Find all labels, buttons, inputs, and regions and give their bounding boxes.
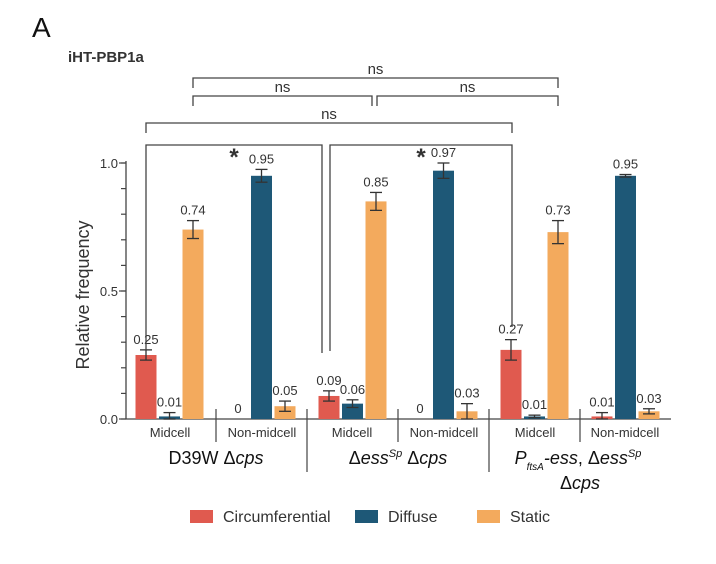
data-label: 0.03 xyxy=(454,386,479,401)
category-label: Midcell xyxy=(150,425,191,440)
legend-swatch-static xyxy=(477,510,500,523)
label-fragment: cps xyxy=(572,473,600,493)
label-fragment: Δ xyxy=(223,448,235,468)
sig-bracket-g1-g2-static xyxy=(192,95,373,106)
label-fragment: Δ xyxy=(349,448,361,468)
category-label: Non-midcell xyxy=(228,425,297,440)
bar-diffuse xyxy=(615,175,636,419)
chart-title: iHT-PBP1a xyxy=(68,49,144,66)
label-fragment: Sp xyxy=(628,448,641,460)
data-label: 0.05 xyxy=(272,383,297,398)
strain-label-pftsa-line2: Δcps xyxy=(560,473,600,493)
legend-label-static: Static xyxy=(510,509,550,526)
strain-label-pftsa-line1: PftsA-ess, ΔessSp xyxy=(515,448,642,473)
sig-bracket-g2-g3-static-label: ns xyxy=(460,79,476,96)
legend-label-diffuse: Diffuse xyxy=(388,509,438,526)
bar-diffuse xyxy=(251,175,272,419)
label-fragment: Sp xyxy=(389,448,402,460)
data-label: 0.01 xyxy=(522,397,547,412)
panel-letter: A xyxy=(32,12,51,43)
data-label: 0.06 xyxy=(340,382,365,397)
label-fragment: Δ xyxy=(560,473,572,493)
bar-static xyxy=(547,232,569,419)
y-axis-label: Relative frequency xyxy=(73,220,93,369)
label-fragment: , Δ xyxy=(578,448,600,468)
bar-circumferential xyxy=(500,349,522,419)
bar-static xyxy=(182,229,204,419)
strain-label-delta-ess: ΔessSp Δcps xyxy=(349,448,448,468)
y-tick-label: 0.0 xyxy=(100,412,118,427)
legend-swatch-diffuse xyxy=(355,510,378,523)
label-fragment: cps xyxy=(236,448,264,468)
category-label: Midcell xyxy=(332,425,373,440)
label-fragment: ess xyxy=(361,448,389,468)
category-label: Midcell xyxy=(515,425,556,440)
category-label: Non-midcell xyxy=(591,425,660,440)
legend-swatch-circumferential xyxy=(190,510,213,523)
data-label: 0.95 xyxy=(613,157,638,172)
sig-bracket-g1-g3-static-label: ns xyxy=(368,61,384,78)
label-fragment: ess xyxy=(600,448,628,468)
label-fragment: ftsA xyxy=(527,462,545,473)
category-label: Non-midcell xyxy=(410,425,479,440)
bar-diffuse xyxy=(433,170,454,419)
label-fragment: Δ xyxy=(402,448,419,468)
data-label: 0.01 xyxy=(589,395,614,410)
sig-bracket-g1-g3-static xyxy=(192,77,559,88)
data-label: 0.95 xyxy=(249,151,274,166)
data-label: 0.85 xyxy=(363,174,388,189)
data-label: 0.01 xyxy=(157,395,182,410)
label-fragment: -ess xyxy=(544,448,578,468)
sig-bracket-g1-g3-circ xyxy=(145,122,513,133)
data-label: 0.74 xyxy=(180,203,205,218)
sig-bracket-g1-g2-circ xyxy=(145,144,323,353)
sig-bracket-g2-g3-circ xyxy=(329,144,513,351)
sig-bracket-g1-g3-circ-label: ns xyxy=(321,106,337,123)
y-tick-label: 1.0 xyxy=(100,156,118,171)
data-label: 0 xyxy=(234,401,241,416)
label-fragment: P xyxy=(515,448,527,468)
data-label: 0.97 xyxy=(431,145,456,160)
bar-circumferential xyxy=(135,355,157,419)
sig-bracket-g2-g3-circ-label: * xyxy=(416,144,426,171)
bar-static xyxy=(638,411,660,419)
data-label: 0.09 xyxy=(316,373,341,388)
sig-bracket-g2-g3-static xyxy=(376,95,559,106)
strain-label-d39w: D39W Δcps xyxy=(168,448,263,468)
sig-bracket-g1-g2-static-label: ns xyxy=(275,79,291,96)
label-fragment: cps xyxy=(419,448,447,468)
data-label: 0.27 xyxy=(498,322,523,337)
data-label: 0.73 xyxy=(545,203,570,218)
sig-bracket-g1-g2-circ-label: * xyxy=(229,144,239,171)
bar-static xyxy=(274,406,296,419)
data-label: 0 xyxy=(416,401,423,416)
bar-static xyxy=(365,201,387,419)
data-label: 0.03 xyxy=(636,391,661,406)
label-fragment: D39W xyxy=(168,448,223,468)
y-tick-label: 0.5 xyxy=(100,284,118,299)
legend-label-circumferential: Circumferential xyxy=(223,509,331,526)
